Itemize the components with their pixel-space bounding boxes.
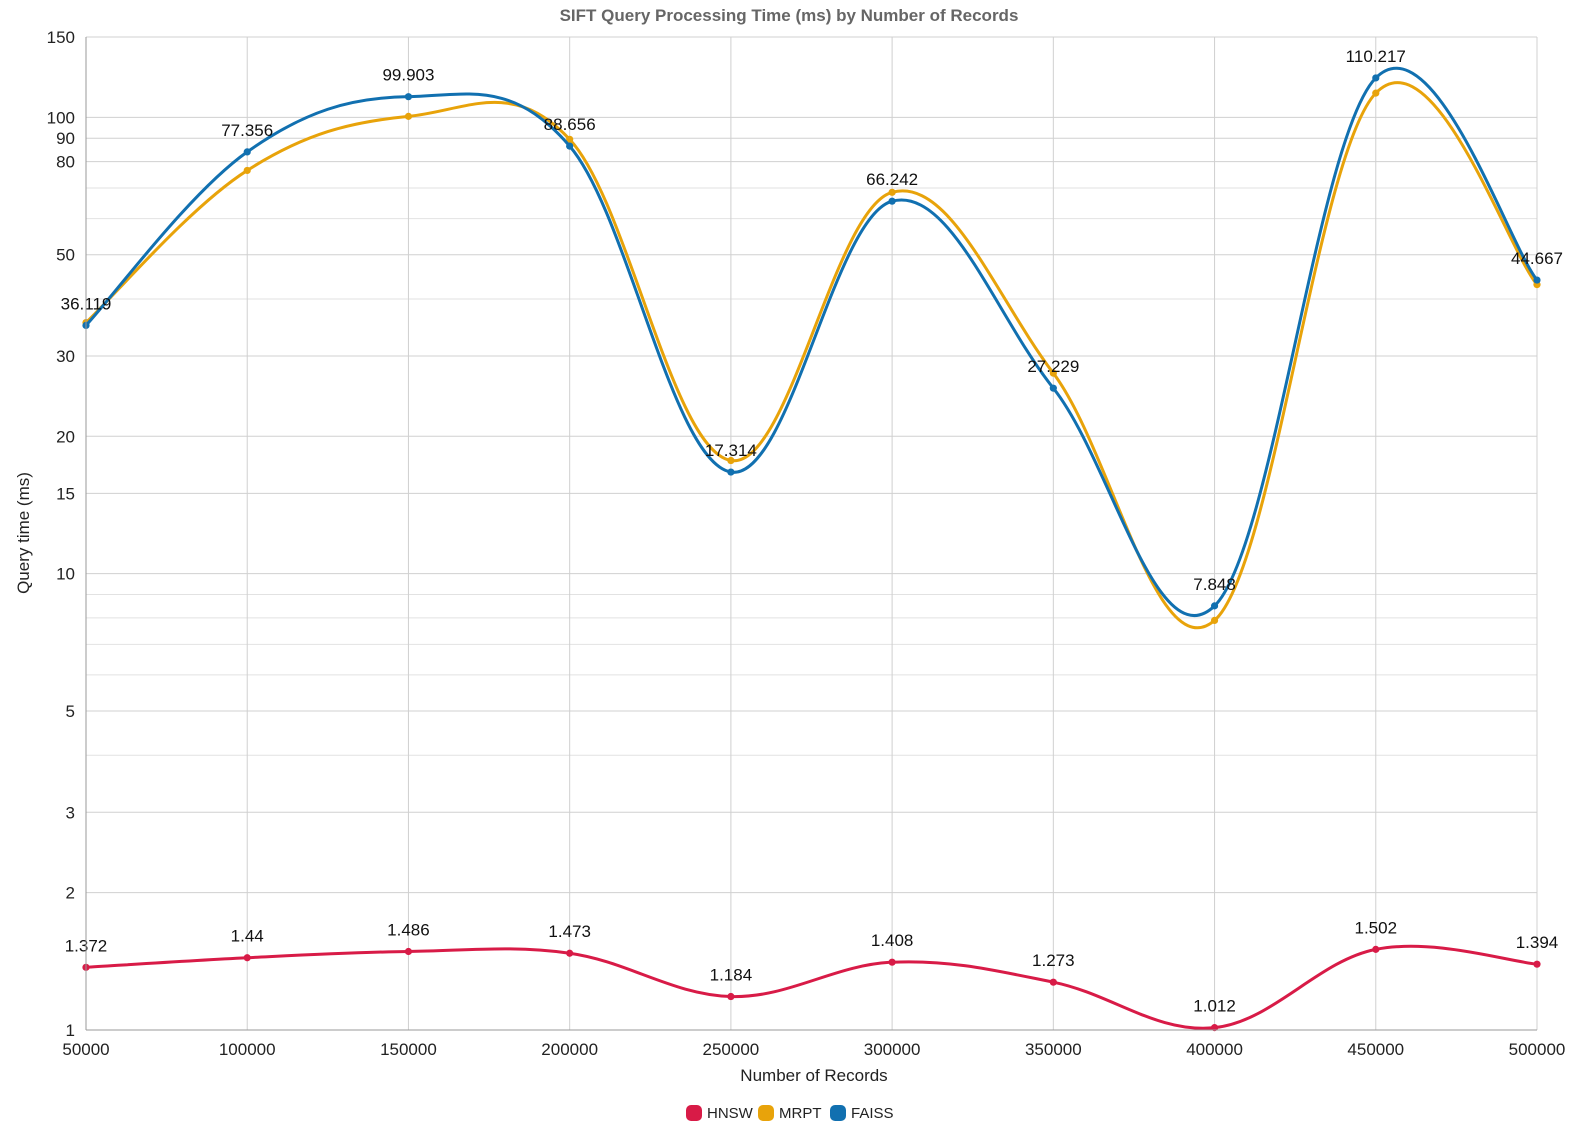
x-tick-label: 100000: [219, 1040, 276, 1059]
data-label-faiss: 99.903: [382, 66, 434, 85]
legend-swatch-faiss: [830, 1105, 846, 1121]
data-point-hnsw: [888, 958, 896, 966]
data-point-faiss: [727, 468, 735, 476]
x-tick-label: 350000: [1025, 1040, 1082, 1059]
data-point-mrpt: [727, 456, 735, 465]
series-line-hnsw: [85, 944, 1538, 1030]
data-label-hnsw: 1.408: [871, 931, 914, 950]
x-tick-label: 50000: [62, 1040, 109, 1059]
x-tick-label: 500000: [1509, 1040, 1566, 1059]
data-label-faiss: 7.848: [1193, 575, 1236, 594]
data-point-hnsw: [404, 947, 413, 956]
data-point-hnsw: [727, 992, 735, 1001]
y-tick-label: 90: [56, 129, 75, 148]
data-label-hnsw: 1.273: [1032, 951, 1075, 970]
data-point-faiss: [1533, 276, 1541, 284]
data-point-faiss: [566, 142, 574, 150]
y-tick-label: 2: [66, 884, 75, 903]
legend-item-mrpt: MRPT: [758, 1105, 822, 1122]
data-point-mrpt: [1372, 89, 1380, 97]
series-hnsw: [82, 944, 1541, 1032]
legend-label-mrpt: MRPT: [779, 1105, 822, 1122]
series-mrpt: [82, 81, 1541, 630]
data-point-faiss: [1210, 602, 1219, 610]
y-axis-title: Query time (ms): [14, 472, 33, 594]
data-point-faiss: [1372, 74, 1380, 82]
y-tick-label: 30: [56, 347, 75, 366]
data-point-mrpt: [566, 135, 574, 143]
x-tick-label: 300000: [864, 1040, 921, 1059]
data-point-mrpt: [888, 188, 896, 196]
data-label-faiss: 77.356: [221, 121, 273, 140]
x-tick-label: 200000: [541, 1040, 598, 1059]
series-layer: [82, 66, 1541, 1032]
y-tick-label: 80: [56, 153, 75, 172]
y-tick-label: 15: [56, 484, 75, 503]
data-point-faiss: [243, 148, 251, 156]
data-label-faiss: 27.229: [1027, 357, 1079, 376]
y-tick-label: 5: [66, 702, 75, 721]
data-point-hnsw: [1372, 945, 1380, 953]
data-point-faiss: [404, 93, 413, 101]
data-point-mrpt: [243, 166, 251, 175]
data-label-hnsw: 1.184: [710, 966, 753, 985]
y-tick-label: 50: [56, 246, 75, 265]
data-point-faiss: [888, 197, 896, 205]
y-tick-label: 1: [66, 1021, 75, 1040]
legend-swatch-mrpt: [758, 1105, 774, 1121]
data-point-mrpt: [1210, 616, 1219, 624]
data-point-hnsw: [566, 949, 574, 957]
data-label-hnsw: 1.502: [1355, 918, 1398, 937]
legend-label-faiss: FAISS: [851, 1105, 894, 1122]
data-point-hnsw: [1210, 1024, 1219, 1032]
x-tick-label: 400000: [1186, 1040, 1243, 1059]
grid-layer: [85, 36, 1538, 1031]
y-tick-label: 20: [56, 427, 75, 446]
chart-title: SIFT Query Processing Time (ms) by Numbe…: [560, 6, 1019, 25]
legend-item-faiss: FAISS: [830, 1105, 894, 1122]
data-label-faiss: 44.667: [1511, 249, 1563, 268]
data-point-mrpt: [404, 112, 413, 120]
series-faiss: [82, 66, 1541, 617]
data-label-hnsw: 1.394: [1516, 933, 1559, 952]
y-tick-label: 10: [56, 565, 75, 584]
data-label-hnsw: 1.473: [548, 922, 591, 941]
data-point-hnsw: [1533, 960, 1541, 968]
data-label-hnsw: 1.44: [231, 927, 264, 946]
x-tick-label: 250000: [703, 1040, 760, 1059]
series-line-faiss: [84, 66, 1539, 617]
x-tick-label: 450000: [1347, 1040, 1404, 1059]
x-tick-label: 150000: [380, 1040, 437, 1059]
y-tick-label: 150: [47, 28, 75, 47]
axis-layer: 1 2 3 5 10 15 20 30 50 80 90 100 150 50000 100000 15000…: [47, 28, 1566, 1059]
data-point-faiss: [1049, 384, 1057, 392]
legend-label-hnsw: HNSW: [707, 1105, 754, 1122]
data-label-faiss: 17.314: [705, 441, 757, 460]
y-tick-label: 100: [47, 108, 75, 127]
data-point-hnsw: [243, 954, 251, 962]
legend-swatch-hnsw: [686, 1105, 702, 1121]
data-point-mrpt: [1049, 369, 1057, 377]
data-label-faiss: 88.656: [544, 115, 596, 134]
data-label-faiss: 66.242: [866, 170, 918, 189]
data-point-hnsw: [1049, 978, 1057, 986]
series-line-mrpt: [84, 81, 1539, 630]
data-label-hnsw: 1.012: [1193, 997, 1236, 1016]
legend-item-hnsw: HNSW: [686, 1105, 754, 1122]
legend: HNSW MRPT FAISS: [686, 1105, 894, 1122]
x-axis-title: Number of Records: [740, 1066, 887, 1085]
data-label-hnsw: 1.486: [387, 921, 430, 940]
y-tick-label: 3: [66, 803, 75, 822]
data-label-faiss: 110.217: [1346, 47, 1406, 66]
